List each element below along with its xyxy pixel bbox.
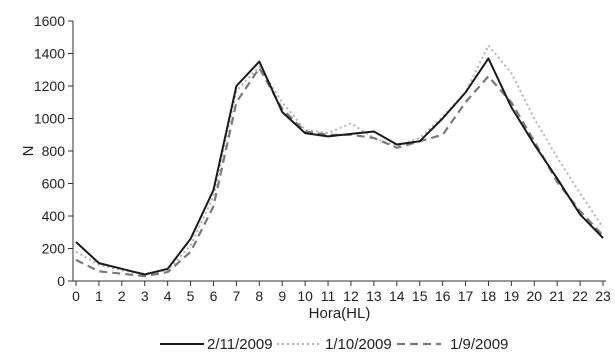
y-tick-label: 0: [57, 273, 65, 289]
y-tick-label: 200: [42, 241, 66, 257]
x-tick-label: 6: [210, 288, 218, 304]
x-tick-label: 18: [481, 288, 497, 304]
x-tick-label: 12: [343, 288, 359, 304]
y-tick-label: 800: [42, 143, 66, 159]
x-tick-label: 7: [232, 288, 240, 304]
y-tick-label: 400: [42, 208, 66, 224]
y-tick-label: 1400: [34, 46, 65, 62]
x-tick-label: 5: [187, 288, 195, 304]
y-tick-label: 1200: [34, 78, 65, 94]
legend-label: 1/9/2009: [450, 336, 508, 353]
legend-label: 2/11/2009: [207, 336, 273, 353]
x-tick-label: 8: [255, 288, 263, 304]
x-tick-label: 23: [595, 288, 611, 304]
x-axis-ticks: 0 1 2 3 4 5 6 7 8 9 10 11 12 13 14 15 16 17 18 19 20 21 22 23: [72, 281, 611, 304]
chart-legend: 2/11/2009 1/10/2009 1/9/2009: [160, 336, 508, 353]
x-tick-label: 20: [526, 288, 542, 304]
x-tick-label: 16: [435, 288, 451, 304]
y-tick-label: 1600: [34, 13, 65, 29]
x-tick-label: 19: [504, 288, 520, 304]
x-tick-label: 1: [95, 288, 103, 304]
x-tick-label: 2: [118, 288, 126, 304]
y-axis-ticks: 0 200 400 600 800 1000 1200 1400 1600: [34, 13, 73, 289]
y-axis-label: N: [20, 146, 37, 157]
x-tick-label: 13: [366, 288, 382, 304]
x-tick-label: 11: [321, 288, 336, 304]
x-tick-label: 4: [164, 288, 172, 304]
x-tick-label: 3: [141, 288, 149, 304]
series-line-1-10-2009: [75, 44, 604, 275]
x-tick-label: 17: [458, 288, 474, 304]
x-tick-label: 14: [389, 288, 405, 304]
chart-axes: [72, 21, 606, 282]
y-tick-label: 1000: [34, 111, 65, 127]
x-tick-label: 21: [549, 288, 565, 304]
series-line-2-11-2009: [75, 57, 604, 276]
x-tick-label: 10: [297, 288, 313, 304]
x-tick-label: 0: [72, 288, 80, 304]
series-line-1-9-2009: [75, 66, 604, 278]
x-tick-label: 9: [278, 288, 286, 304]
x-axis-label: Hora(HL): [309, 305, 371, 322]
x-tick-label: 15: [412, 288, 428, 304]
x-tick-label: 22: [572, 288, 588, 304]
legend-label: 1/10/2009: [325, 336, 392, 353]
y-tick-label: 600: [42, 176, 66, 192]
chart-series: [75, 44, 604, 278]
